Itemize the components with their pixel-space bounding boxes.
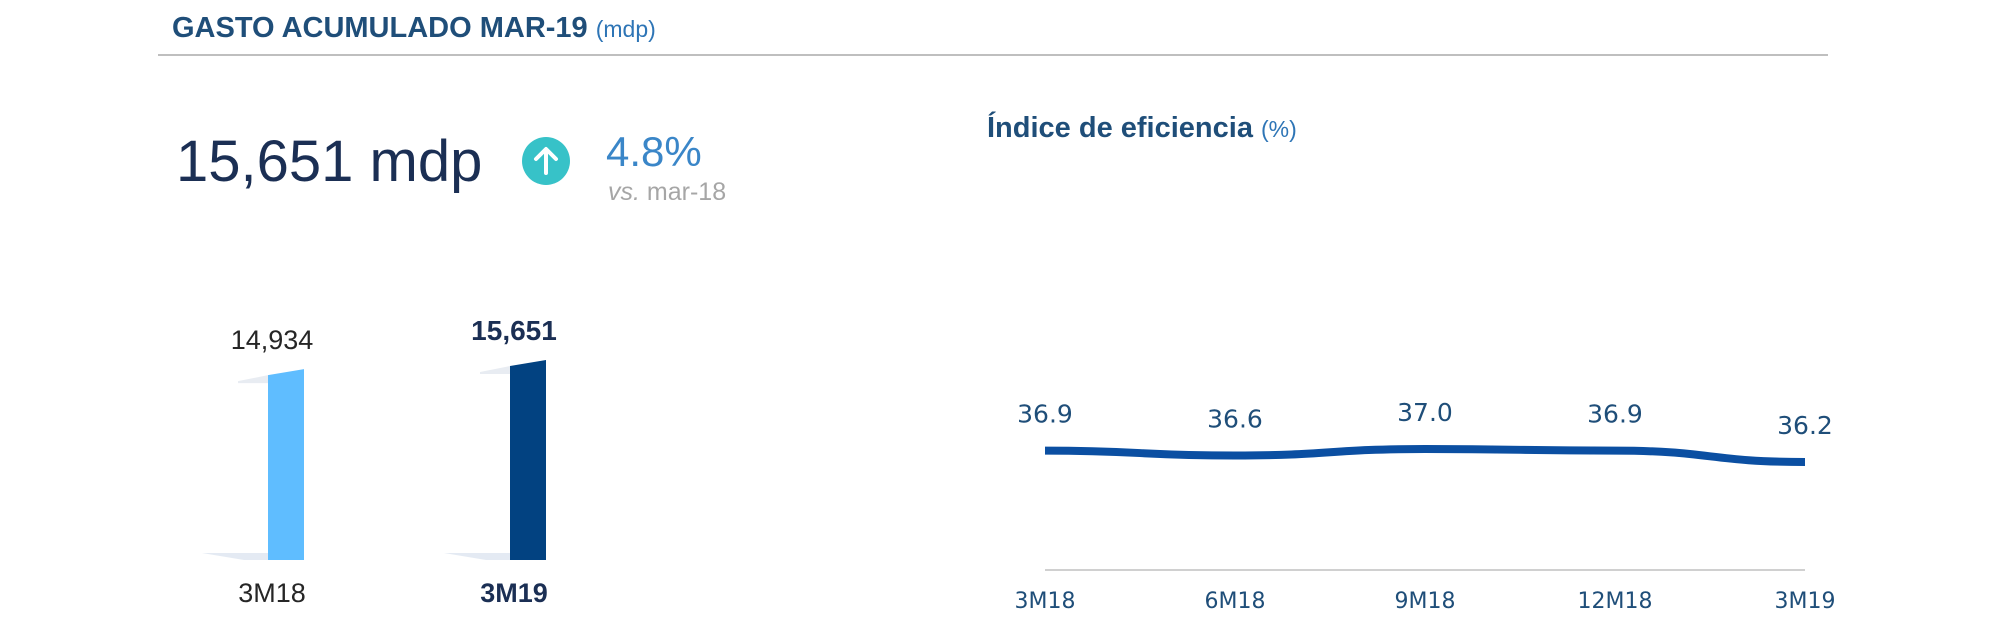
kpi-comparison: vs. mar-18 bbox=[608, 178, 726, 207]
efficiency-title-text: Índice de eficiencia bbox=[987, 112, 1253, 144]
spend-bar-chart: 14,934 3M18 15,651 3M19 bbox=[202, 315, 557, 608]
efficiency-series-line bbox=[1044, 444, 1806, 466]
kpi-vs-prefix: vs. bbox=[608, 178, 640, 206]
line-category-label: 3M18 bbox=[1015, 589, 1076, 614]
bar-3m19 bbox=[510, 360, 546, 560]
line-value-label: 36.2 bbox=[1777, 411, 1833, 440]
line-value-label: 36.9 bbox=[1587, 400, 1643, 429]
line-value-label: 37.0 bbox=[1397, 398, 1453, 427]
section-title: GASTO ACUMULADO MAR-19 (mdp) bbox=[172, 12, 656, 45]
line-value-label: 36.6 bbox=[1207, 405, 1263, 434]
bar-floor-shadow bbox=[444, 553, 510, 560]
line-category-label: 3M19 bbox=[1775, 589, 1836, 614]
bar-value-label: 14,934 bbox=[231, 325, 314, 355]
bar-value-label: 15,651 bbox=[471, 315, 557, 346]
kpi-vs-period: mar-18 bbox=[646, 178, 727, 206]
bar-floor-shadow bbox=[202, 553, 268, 560]
header-divider bbox=[158, 54, 1828, 56]
arrow-up-circle-icon bbox=[522, 137, 570, 185]
kpi-change-percent: 4.8% bbox=[606, 128, 702, 175]
line-category-label: 12M18 bbox=[1578, 589, 1653, 614]
efficiency-chart-title: Índice de eficiencia (%) bbox=[987, 112, 1297, 145]
bar-category-label: 3M18 bbox=[238, 578, 306, 608]
line-category-label: 6M18 bbox=[1205, 589, 1266, 614]
efficiency-title-unit: (%) bbox=[1261, 116, 1297, 142]
line-category-label: 9M18 bbox=[1395, 589, 1456, 614]
section-title-text: GASTO ACUMULADO MAR-19 bbox=[172, 12, 588, 44]
section-title-unit: (mdp) bbox=[595, 16, 656, 42]
kpi-value: 15,651 mdp bbox=[176, 129, 483, 194]
bar-category-label: 3M19 bbox=[480, 578, 548, 608]
bar-top-cap bbox=[238, 375, 268, 384]
line-value-label: 36.9 bbox=[1017, 400, 1073, 429]
bar-top-cap bbox=[480, 366, 510, 374]
bar-3m18 bbox=[268, 369, 304, 560]
